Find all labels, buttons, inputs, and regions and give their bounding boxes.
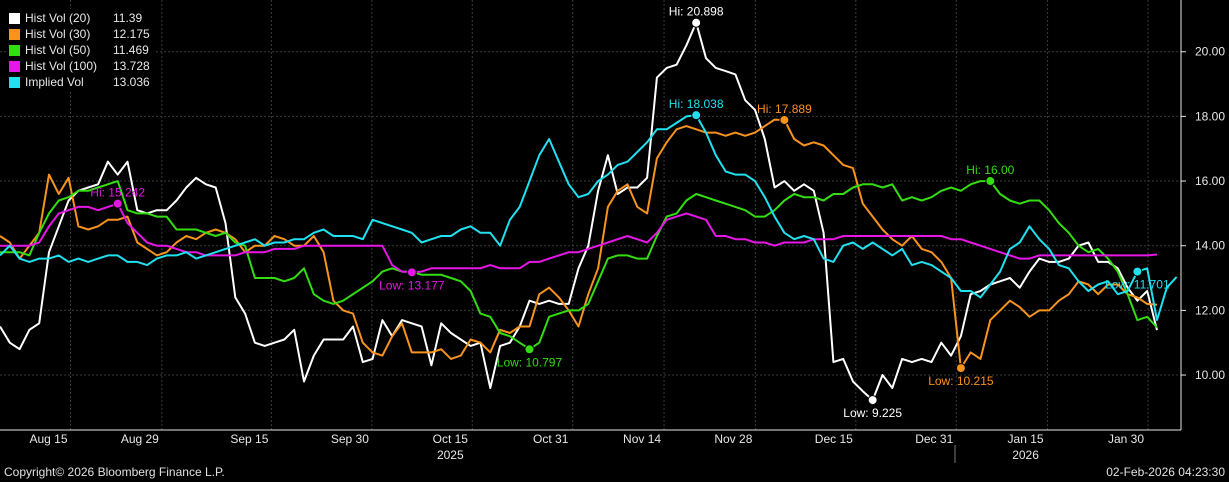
legend-item[interactable]: Implied Vol 13.036	[9, 74, 150, 90]
x-year-label: 2026	[1012, 448, 1039, 462]
series-line	[0, 114, 1178, 321]
legend-series-value: 12.175	[113, 27, 150, 41]
annotation-label: Low: 11.701	[1105, 278, 1170, 292]
x-tick-label: Dec 15	[815, 432, 853, 446]
annotation-marker	[691, 17, 702, 28]
annotation-label: Low: 13.177	[379, 278, 445, 292]
annotation-label: Hi: 15.242	[90, 186, 145, 200]
series-line	[0, 202, 1158, 274]
x-tick-label: Dec 31	[915, 432, 953, 446]
y-tick-label: 16.00	[1195, 174, 1225, 188]
annotation-label: Hi: 17.889	[757, 102, 812, 116]
y-tick-label: 10.00	[1195, 368, 1225, 382]
annotation-marker	[406, 267, 417, 278]
x-tick-label: Oct 15	[433, 432, 469, 446]
y-tick-label: 14.00	[1195, 239, 1225, 253]
legend-series-name: Hist Vol (30)	[25, 27, 91, 41]
axes: 10.00 12.00 14.00 16.00 18.00 20.00 Aug 15 Aug …	[0, 0, 1225, 463]
legend: Hist Vol (20) 11.39 Hist Vol (30) 12.175…	[6, 9, 154, 92]
annotation-marker	[691, 110, 702, 121]
annotation-marker	[867, 395, 878, 406]
hi-low-annotations: Hi: 20.898 Low: 9.225 Hi: 17.889 Low: 10.21…	[90, 5, 1170, 420]
annotation-label: Low: 10.797	[497, 355, 563, 369]
annotation-marker	[1132, 266, 1143, 277]
annotation-marker	[985, 176, 996, 187]
legend-swatch	[9, 12, 20, 24]
legend-series-value: 13.728	[113, 59, 150, 73]
annotation-label: Low: 10.215	[928, 374, 994, 388]
x-tick-label: Aug 29	[121, 432, 159, 446]
legend-swatch	[9, 44, 20, 56]
annotation-label: Hi: 18.038	[669, 97, 724, 111]
timestamp-text: 02-Feb-2026 04:23:30	[1106, 465, 1225, 479]
annotation-label: Hi: 16.00	[966, 163, 1014, 177]
x-tick-label: Oct 31	[533, 432, 569, 446]
x-tick-label: Aug 15	[30, 432, 68, 446]
legend-item[interactable]: Hist Vol (30) 12.175	[9, 26, 150, 42]
series-line	[0, 118, 1158, 370]
x-tick-label: Sep 15	[230, 432, 268, 446]
x-tick-label: Sep 30	[331, 432, 369, 446]
series-lines	[0, 21, 1178, 402]
y-tick-label: 20.00	[1195, 45, 1225, 59]
legend-item[interactable]: Hist Vol (50) 11.469	[9, 42, 150, 58]
legend-series-name: Hist Vol (50)	[25, 43, 91, 57]
legend-item[interactable]: Hist Vol (100) 13.728	[9, 58, 150, 74]
annotation-marker	[524, 344, 535, 355]
legend-series-value: 11.469	[113, 43, 149, 57]
copyright-text: Copyright© 2026 Bloomberg Finance L.P.	[4, 465, 225, 479]
annotation-marker	[112, 198, 123, 209]
series-line	[0, 180, 1158, 351]
annotation-label: Hi: 20.898	[669, 5, 724, 19]
y-tick-label: 18.00	[1195, 109, 1225, 123]
legend-item[interactable]: Hist Vol (20) 11.39	[9, 10, 150, 26]
x-tick-label: Jan 30	[1108, 432, 1144, 446]
series-line	[0, 21, 1158, 402]
y-tick-label: 12.00	[1195, 303, 1225, 317]
x-year-label: 2025	[437, 448, 464, 462]
legend-series-name: Hist Vol (20)	[25, 11, 91, 25]
x-tick-label: Nov 28	[714, 432, 752, 446]
legend-series-name: Implied Vol	[25, 75, 84, 89]
annotation-label: Low: 9.225	[843, 406, 902, 420]
legend-swatch	[9, 76, 20, 88]
annotation-marker	[779, 114, 790, 125]
gridlines	[0, 0, 1181, 430]
legend-series-value: 13.036	[113, 75, 150, 89]
legend-swatch	[9, 60, 20, 72]
legend-series-value: 11.39	[113, 11, 143, 25]
annotation-marker	[955, 363, 966, 374]
legend-series-name: Hist Vol (100)	[25, 59, 98, 73]
x-tick-label: Nov 14	[623, 432, 661, 446]
x-tick-label: Jan 15	[1008, 432, 1044, 446]
legend-swatch	[9, 28, 20, 40]
